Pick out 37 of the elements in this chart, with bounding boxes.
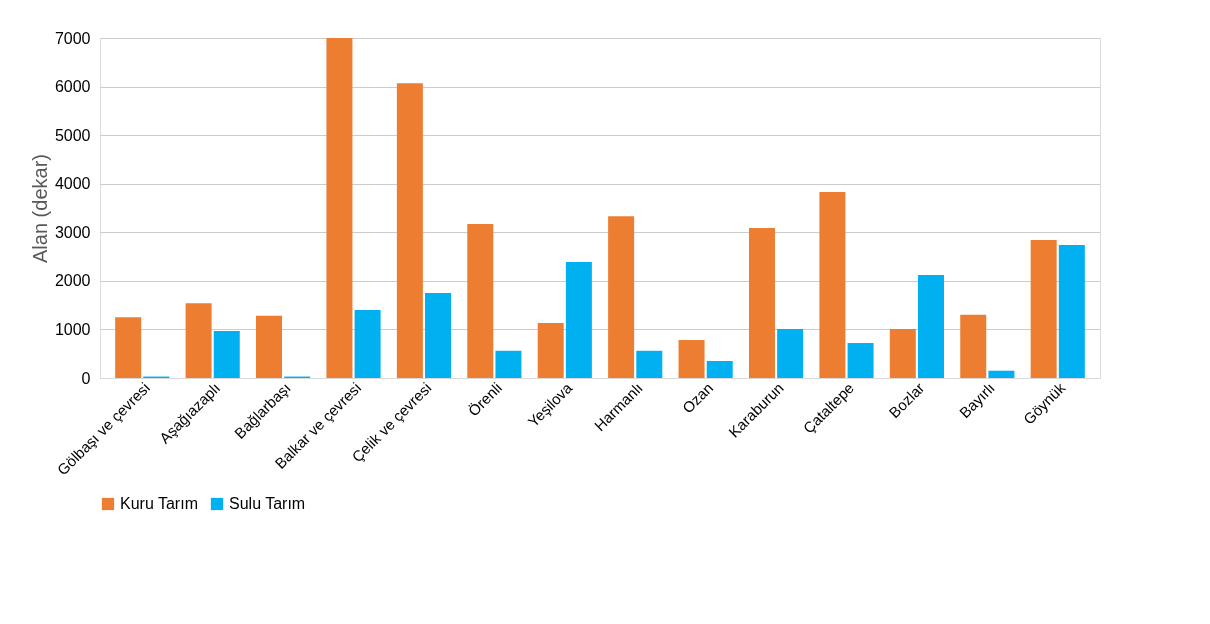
bar bbox=[608, 216, 635, 378]
bar bbox=[565, 261, 592, 378]
y-tick-label: 2000 bbox=[54, 272, 91, 290]
bar bbox=[467, 224, 494, 378]
bar bbox=[819, 191, 846, 378]
bar bbox=[495, 350, 522, 378]
bar bbox=[425, 293, 452, 378]
y-tick-label: 0 bbox=[81, 369, 91, 387]
y-tick-label: 3000 bbox=[54, 223, 91, 241]
bar bbox=[396, 83, 423, 378]
bar bbox=[1058, 244, 1085, 378]
legend-label: Sulu Tarım bbox=[229, 495, 306, 512]
legend-label: Kuru Tarım bbox=[120, 495, 198, 512]
bar bbox=[988, 370, 1015, 378]
bar bbox=[748, 227, 775, 378]
bar bbox=[256, 315, 283, 378]
bar bbox=[777, 328, 804, 378]
bar bbox=[917, 275, 944, 378]
bar bbox=[115, 317, 142, 378]
y-tick-label: 5000 bbox=[54, 126, 91, 144]
y-axis-title: Alan (dekar) bbox=[28, 154, 51, 263]
bar bbox=[706, 361, 733, 378]
bar bbox=[326, 38, 353, 378]
y-tick-label: 4000 bbox=[54, 175, 91, 193]
bar bbox=[537, 323, 564, 378]
bar bbox=[213, 330, 240, 378]
y-tick-label: 6000 bbox=[54, 78, 91, 96]
bar bbox=[847, 343, 874, 378]
bar bbox=[889, 328, 916, 378]
bar bbox=[185, 303, 212, 378]
bar bbox=[1030, 240, 1057, 378]
y-tick-label: 7000 bbox=[54, 29, 91, 47]
bar bbox=[960, 314, 987, 378]
bar bbox=[354, 310, 381, 378]
y-tick-label: 1000 bbox=[54, 320, 91, 338]
bar bbox=[678, 340, 705, 378]
bar bbox=[636, 350, 663, 378]
